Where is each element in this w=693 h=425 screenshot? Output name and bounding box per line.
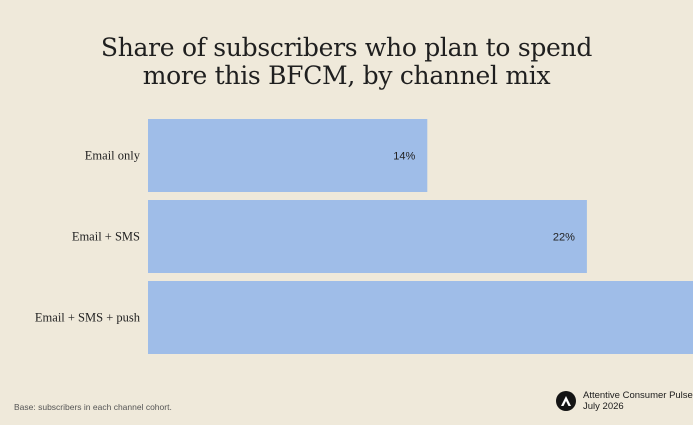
value-label-1: 22% — [553, 232, 575, 244]
bar-0 — [148, 119, 428, 192]
attentive-logo-icon — [556, 391, 576, 411]
category-label-1: Email + SMS — [72, 230, 140, 244]
bar-1 — [148, 200, 587, 273]
brand-date: July 2026 — [583, 401, 624, 412]
value-label-0: 14% — [393, 151, 415, 163]
category-label-0: Email only — [85, 149, 141, 163]
category-label-2: Email + SMS + push — [35, 311, 141, 325]
brand-name: Attentive Consumer Pulse — [583, 390, 693, 401]
chart-title-line-2: more this BFCM, by channel mix — [142, 61, 551, 90]
bar-2 — [148, 281, 693, 354]
brand-block: Attentive Consumer Pulse July 2026 — [556, 390, 693, 412]
chart-title: Share of subscribers who plan to spend m… — [0, 34, 693, 90]
chart-title-line-1: Share of subscribers who plan to spend — [100, 33, 593, 62]
footnote: Base: subscribers in each channel cohort… — [14, 402, 172, 412]
